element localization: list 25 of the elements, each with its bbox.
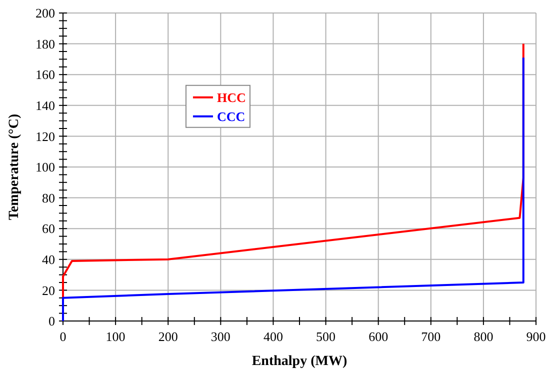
y-tick-label: 60 [42,221,55,236]
y-tick-label: 160 [36,67,55,82]
x-tick-label: 300 [210,329,230,344]
y-tick-label: 200 [36,6,55,21]
y-tick-label: 100 [36,160,55,175]
y-tick-label: 20 [42,282,55,298]
legend-label: CCC [216,108,246,124]
x-axis-title: Enthalpy (MW) [252,354,348,369]
x-tick-label: 500 [316,329,336,344]
x-tick-label: 200 [158,329,178,344]
y-tick-label: 120 [36,128,55,144]
x-tick-label: 400 [263,329,283,344]
y-tick-label: 0 [48,314,55,329]
y-tick-label: 140 [36,98,55,113]
x-tick-label: 600 [368,329,388,344]
x-tick-label: 0 [60,329,66,344]
y-tick-label: 40 [42,252,55,267]
x-tick-label: 100 [106,329,126,344]
y-tick-label: 180 [36,36,55,52]
x-tick-label: 700 [421,329,441,344]
x-tick-label: 900 [526,329,546,344]
y-axis-title: Temperature (°C) [7,114,22,220]
x-tick-label: 800 [474,329,494,344]
y-tick-label: 80 [42,190,55,206]
legend-label: HCC [216,90,246,105]
